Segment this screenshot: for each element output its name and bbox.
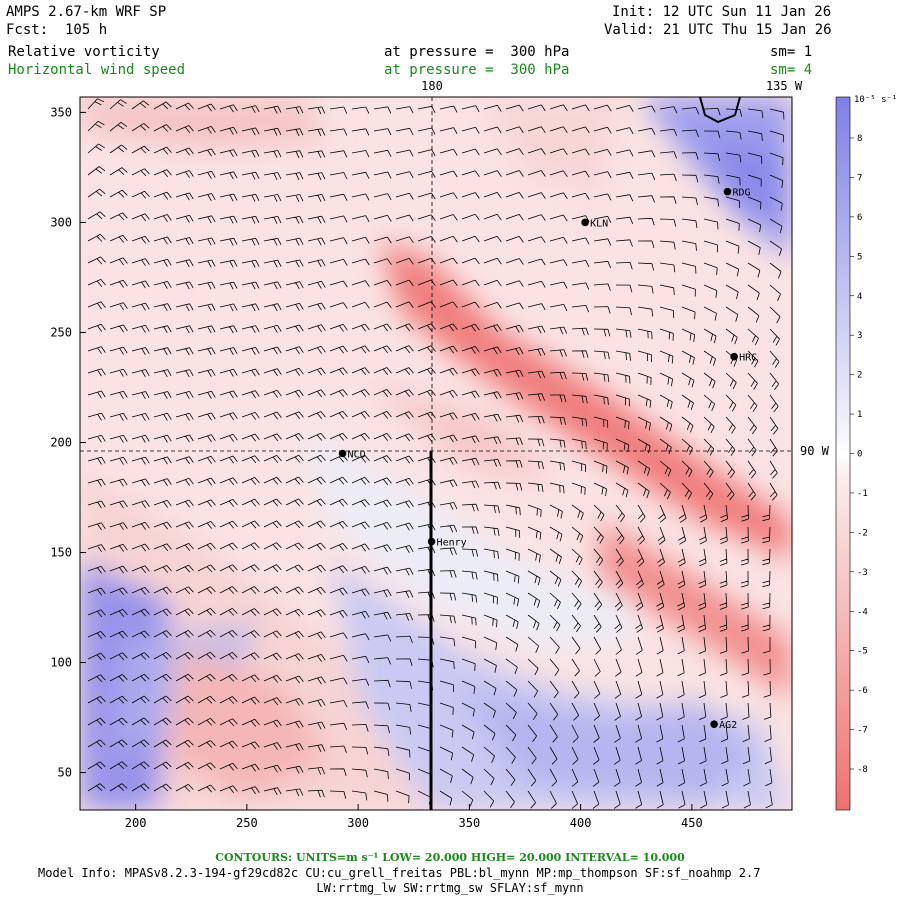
y-tick-label: 250 <box>50 325 72 339</box>
y-tick-label: 350 <box>50 105 72 119</box>
meridian-label: 180 <box>421 79 443 93</box>
stations: RDG KLN HRC NCO Henry AG2 <box>338 187 757 731</box>
corner-label: 135 W <box>766 79 803 93</box>
y-axis: 50 100 150 200 250 300 350 <box>50 105 86 780</box>
x-tick-label: 200 <box>125 816 147 830</box>
colorbar-label: -6 <box>857 686 868 696</box>
field2-smoothing: sm= 4 <box>770 62 813 78</box>
wind-barb-paths <box>87 98 785 809</box>
x-tick-label: 450 <box>681 816 703 830</box>
valid-time: Valid: 21 UTC Thu 15 Jan 26 <box>604 22 832 38</box>
x-axis: 200 250 300 350 400 450 <box>125 804 703 830</box>
field1-level: at pressure = 300 hPa <box>384 44 570 60</box>
x-tick-label: 350 <box>459 816 481 830</box>
colorbar-label: 7 <box>857 173 862 183</box>
wind-barbs <box>87 98 785 809</box>
y-tick-label: 200 <box>50 435 72 449</box>
station-marker <box>710 720 718 728</box>
colorbar-label: 6 <box>857 213 862 223</box>
vorticity-field <box>80 97 792 810</box>
y-tick-label: 50 <box>58 766 72 780</box>
colorbar-label: 4 <box>857 292 862 302</box>
colorbar-label: 1 <box>857 410 862 420</box>
coastline <box>699 97 741 124</box>
field1-name: Relative vorticity <box>8 44 160 60</box>
field2-level: at pressure = 300 hPa <box>384 62 570 78</box>
colorbar-label: -7 <box>857 726 868 736</box>
station-label: RDG <box>732 188 750 199</box>
colorbar-labels: 8 7 6 5 4 3 2 1 0 -1 -2 -3 -4 -5 -6 -7 -8 <box>850 134 868 775</box>
station-label: Henry <box>437 538 467 549</box>
colorbar-label: -2 <box>857 528 868 538</box>
y-tick-label: 300 <box>50 215 72 229</box>
station-marker <box>730 352 738 361</box>
colorbar-label: -8 <box>857 765 868 775</box>
colorbar-unit: 10⁻⁵ s⁻¹ <box>854 95 897 105</box>
model-info-2: LW:rrtmg_lw SW:rrtmg_sw SFLAY:sf_mynn <box>316 881 584 895</box>
model-title: AMPS 2.67-km WRF SP <box>6 4 167 20</box>
y-tick-label: 100 <box>50 656 72 670</box>
station-label: AG2 <box>719 720 737 731</box>
contour-info: CONTOURS: UNITS=m s⁻¹ LOW= 20.000 HIGH= … <box>215 851 685 864</box>
x-tick-label: 400 <box>570 816 592 830</box>
plot-frame <box>79 96 793 811</box>
model-info: Model Info: MPASv8.2.3-194-gf29cd82c CU:… <box>38 866 761 880</box>
field1-smoothing: sm= 1 <box>770 44 813 60</box>
colorbar-label: -4 <box>857 607 868 617</box>
colorbar-label: 3 <box>857 331 862 341</box>
station-label: KLN <box>590 218 608 229</box>
field2-name: Horizontal wind speed <box>8 62 186 78</box>
station-label: HRC <box>739 353 757 364</box>
colorbar-label: 0 <box>857 450 862 460</box>
init-time: Init: 12 UTC Sun 11 Jan 26 <box>612 4 832 20</box>
station-marker <box>581 218 589 227</box>
y-tick-label: 150 <box>50 546 72 560</box>
colorbar-label: 5 <box>857 252 862 262</box>
station-marker <box>338 449 347 458</box>
colorbar-label: -3 <box>857 568 868 578</box>
parallel-label: 90 W <box>800 444 830 458</box>
colorbar <box>835 96 851 811</box>
x-tick-label: 300 <box>347 816 369 830</box>
colorbar-label: 8 <box>857 134 862 144</box>
x-tick-label: 250 <box>236 816 258 830</box>
colorbar-label: -1 <box>857 489 868 499</box>
colorbar-label: -5 <box>857 647 868 657</box>
station-label: NCO <box>348 450 366 461</box>
forecast-hour: Fcst: 105 h <box>6 22 108 38</box>
station-marker <box>427 537 436 546</box>
colorbar-label: 2 <box>857 371 862 381</box>
station-marker <box>723 187 732 196</box>
